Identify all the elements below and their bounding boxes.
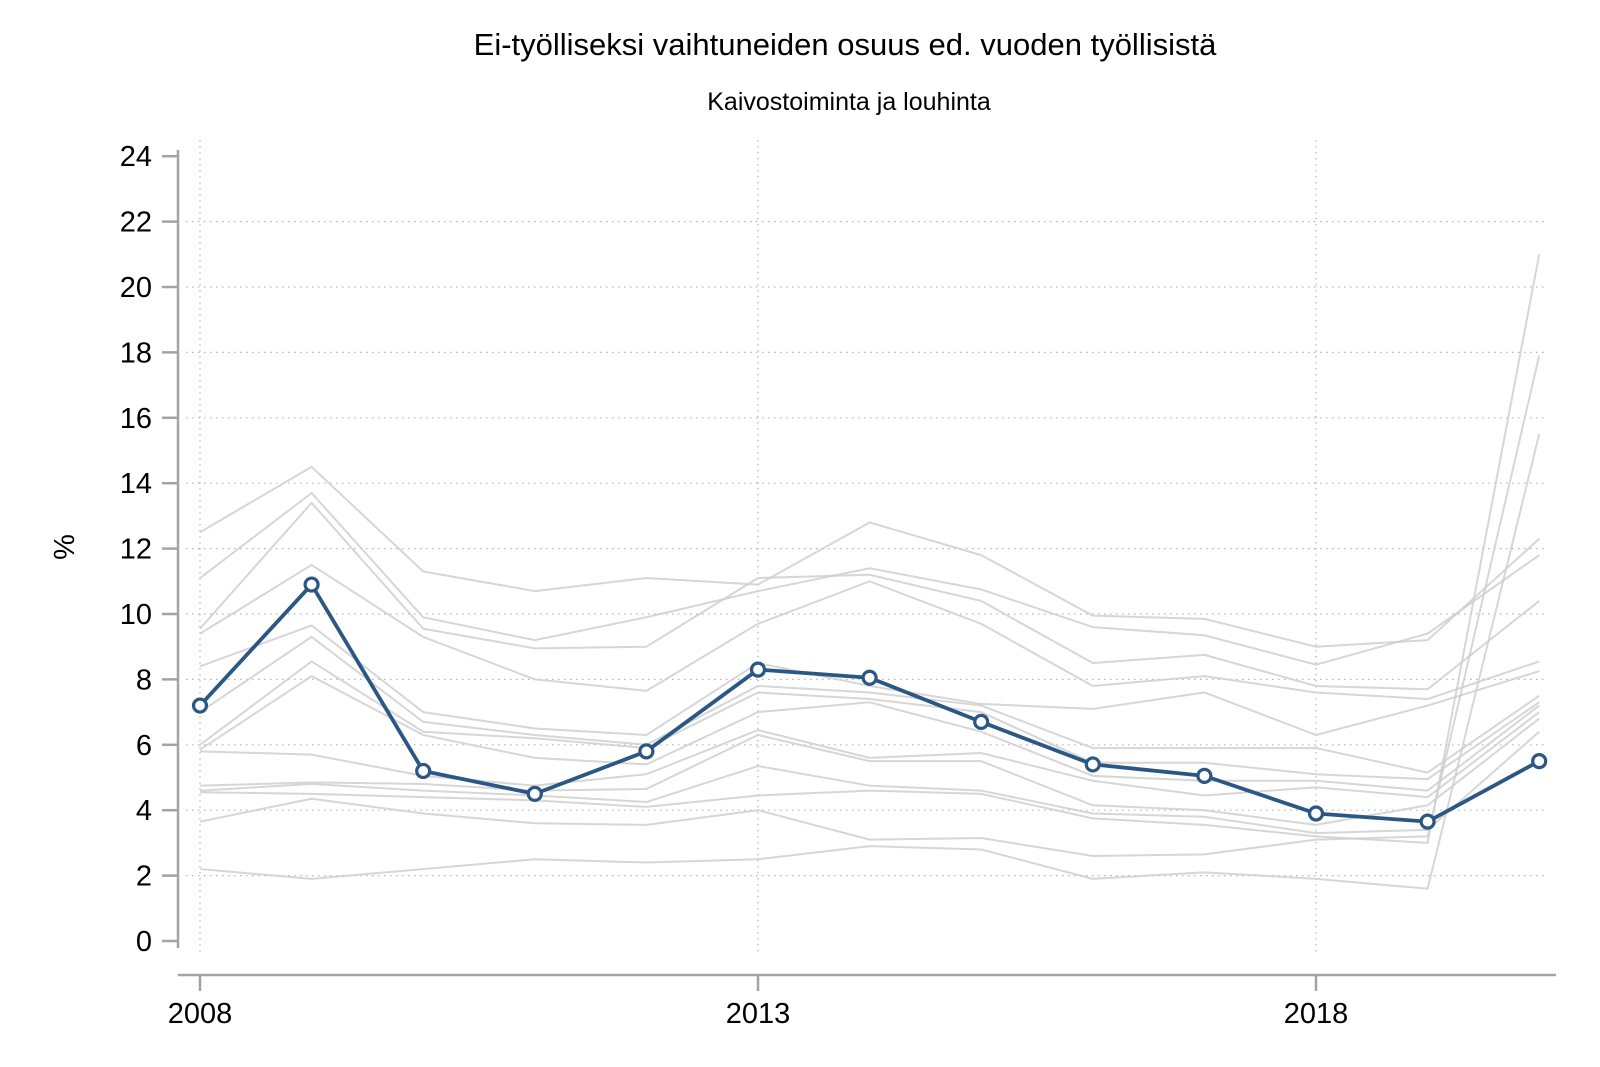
data-point-marker <box>1307 805 1325 822</box>
background-series-line <box>199 717 1540 826</box>
y-axis-label: % <box>49 534 81 560</box>
x-tick-label: 2018 <box>1284 998 1349 1030</box>
background-series-line <box>199 730 1540 835</box>
y-tick-label: 24 <box>120 141 152 173</box>
y-tick-label: 14 <box>120 468 152 500</box>
background-series-line <box>199 254 1541 844</box>
background-series-line <box>199 563 1540 701</box>
data-point-marker <box>749 661 767 678</box>
data-point-marker <box>973 713 990 731</box>
data-point-marker <box>1196 767 1213 784</box>
y-tick-label: 12 <box>120 534 152 566</box>
background-series-line <box>199 355 1541 857</box>
data-point-marker <box>303 576 320 593</box>
background-series-line <box>199 635 1540 774</box>
y-tick-label: 16 <box>120 403 152 435</box>
x-tick-label: 2013 <box>726 998 791 1030</box>
data-point-marker <box>1084 756 1101 773</box>
y-tick-label: 8 <box>136 664 152 696</box>
data-point-marker <box>1531 753 1548 770</box>
background-series-line <box>199 675 1540 792</box>
y-tick-label: 4 <box>136 795 152 827</box>
data-point-marker <box>415 762 432 780</box>
x-tick-label: 2008 <box>168 998 233 1030</box>
background-series-line <box>199 660 1540 781</box>
data-point-marker <box>191 697 209 714</box>
y-tick-label: 2 <box>136 861 152 893</box>
data-point-marker <box>861 669 878 686</box>
y-tick-label: 0 <box>136 926 152 958</box>
chart-subtitle: Kaivostoiminta ja louhinta <box>707 88 991 116</box>
chart-title: Ei-työlliseksi vaihtuneiden osuus ed. vu… <box>474 27 1217 62</box>
background-series-line <box>199 465 1540 648</box>
y-tick-label: 6 <box>136 730 152 762</box>
background-series-line <box>199 433 1541 890</box>
background-series-line <box>199 501 1540 691</box>
y-tick-label: 18 <box>120 337 152 369</box>
background-series-line <box>199 492 1540 666</box>
y-tick-label: 20 <box>120 272 152 304</box>
y-tick-label: 22 <box>120 207 152 239</box>
data-point-marker <box>1419 813 1436 830</box>
y-tick-label: 10 <box>120 599 152 631</box>
data-point-marker <box>526 785 543 802</box>
background-series-line <box>199 624 1540 736</box>
data-point-marker <box>638 743 655 760</box>
